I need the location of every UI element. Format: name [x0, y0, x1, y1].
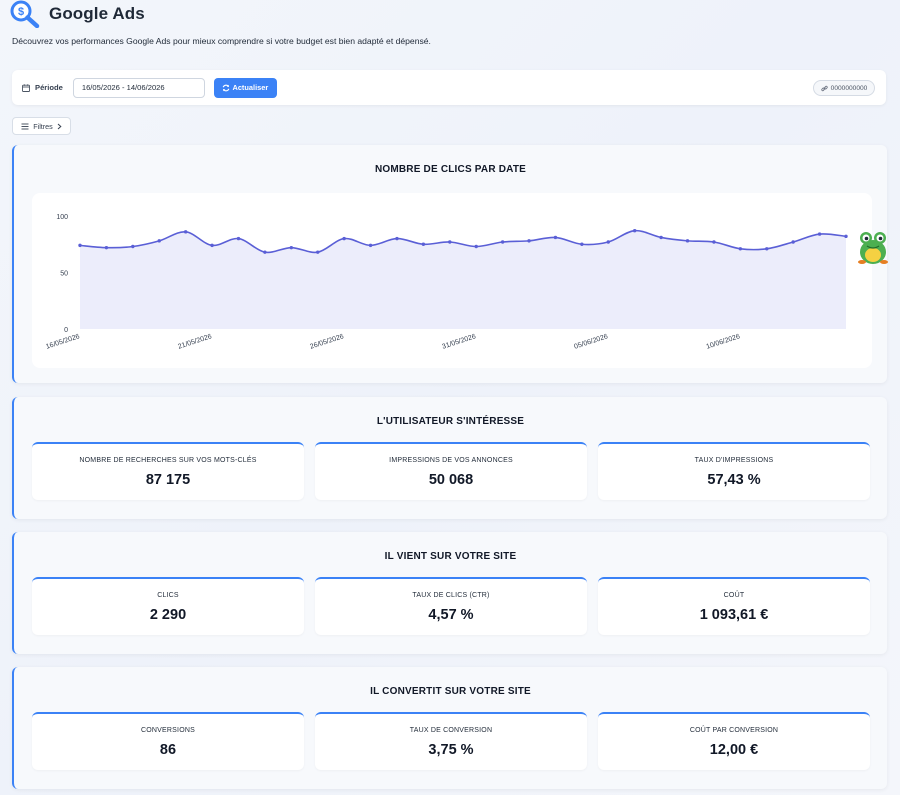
google-ads-search-dollar-icon: $: [10, 0, 40, 28]
chart-point[interactable]: [263, 250, 267, 254]
kpi-card-cost-per-conversion: COÛT PAR CONVERSION 12,00 €: [598, 712, 870, 770]
kpi-label: COÛT PAR CONVERSION: [689, 727, 779, 734]
convert-section: IL CONVERTIT SUR VOTRE SITE CONVERSIONS …: [12, 667, 887, 789]
chart-point[interactable]: [183, 230, 188, 234]
chart-point[interactable]: [78, 243, 82, 248]
chart-point[interactable]: [474, 244, 478, 249]
chart-area-fill: [80, 230, 846, 329]
chart-point[interactable]: [553, 235, 558, 240]
kpi-card-impression-rate: TAUX D'IMPRESSIONS 57,43 %: [598, 442, 870, 500]
chart-point[interactable]: [342, 236, 346, 241]
kpi-value: 86: [159, 742, 177, 758]
visit-section: IL VIENT SUR VOTRE SITE CLICS 2 290 TAUX…: [12, 532, 887, 654]
kpi-card-clicks: CLICS 2 290: [32, 577, 304, 635]
kpi-value: 1 093,61 €: [699, 607, 769, 623]
chart-point[interactable]: [659, 235, 663, 240]
kpi-value: 50 068: [428, 472, 474, 488]
chart-series-line: [79, 229, 847, 254]
kpi-value: 3,75 %: [428, 742, 474, 758]
page-title: Google Ads: [49, 4, 145, 23]
chart-point[interactable]: [104, 245, 109, 250]
kpi-value: 4,57 %: [428, 607, 474, 623]
refresh-button[interactable]: Actualiser: [213, 77, 277, 98]
chart-card: 0 50 100 16/05/2026 21/05/2026 26/05/2026 31/0…: [32, 193, 872, 368]
chart-point[interactable]: [712, 240, 716, 244]
chart-point[interactable]: [236, 236, 241, 241]
frog-mascot-icon[interactable]: [856, 228, 890, 266]
account-id-badge[interactable]: 0000000000: [813, 80, 875, 96]
date-range-input[interactable]: 16/05/2026 - 14/06/2026: [72, 77, 205, 98]
chevron-right-icon: [57, 123, 62, 129]
filters-button[interactable]: Filtres: [12, 117, 71, 135]
interest-title: L'UTILISATEUR S'INTÉRESSE: [376, 416, 525, 427]
refresh-icon: [223, 84, 230, 91]
chart-title: NOMBRE DE CLICS PAR DATE: [374, 164, 527, 175]
kpi-label: CLICS: [157, 592, 179, 599]
kpi-label: TAUX DE CLICS (CTR): [412, 592, 490, 599]
chart-point[interactable]: [844, 234, 848, 239]
filters-label: Filtres: [33, 121, 53, 131]
kpi-card-impressions: IMPRESSIONS DE VOS ANNONCES 50 068: [315, 442, 587, 500]
kpi-label: NOMBRE DE RECHERCHES SUR VOS MOTS-CLÉS: [79, 457, 257, 464]
x-tick-label: 21/05/2026: [177, 333, 213, 351]
filter-lines-icon: [21, 123, 29, 129]
visit-title: IL VIENT SUR VOTRE SITE: [384, 551, 517, 562]
link-icon: [821, 85, 828, 91]
kpi-value: 87 175: [145, 472, 191, 488]
chart-point[interactable]: [580, 242, 584, 246]
period-label-text: Période: [35, 83, 63, 92]
account-id-text: 0000000000: [830, 84, 868, 92]
x-tick-label: 31/05/2026: [441, 333, 477, 351]
x-tick-label: 26/05/2026: [309, 333, 345, 351]
chart-point[interactable]: [316, 250, 320, 254]
chart-point[interactable]: [421, 242, 426, 246]
x-tick-label: 05/06/2026: [573, 333, 609, 351]
chart-point[interactable]: [131, 244, 135, 249]
kpi-value: 12,00 €: [709, 742, 759, 758]
chart-point[interactable]: [632, 228, 637, 233]
kpi-label: TAUX DE CONVERSION: [409, 727, 493, 734]
chart-point[interactable]: [210, 243, 214, 248]
chart-point[interactable]: [289, 245, 294, 250]
chart-point[interactable]: [791, 240, 795, 244]
y-tick-label: 0: [64, 327, 68, 334]
chart-point[interactable]: [685, 239, 690, 243]
y-tick-label: 100: [56, 214, 68, 221]
x-tick-label: 16/05/2026: [45, 333, 81, 351]
chart-point[interactable]: [527, 239, 531, 243]
kpi-card-conversions: CONVERSIONS 86: [32, 712, 304, 770]
interest-section: L'UTILISATEUR S'INTÉRESSE NOMBRE DE RECH…: [12, 397, 887, 519]
kpi-value: 2 290: [149, 607, 187, 623]
kpi-label: IMPRESSIONS DE VOS ANNONCES: [389, 457, 513, 464]
chart-point[interactable]: [765, 247, 769, 251]
chart-point[interactable]: [606, 240, 610, 244]
kpi-card-cost: COÛT 1 093,61 €: [598, 577, 870, 635]
kpi-label: TAUX D'IMPRESSIONS: [694, 457, 774, 464]
period-toolbar: Période 16/05/2026 - 14/06/2026 Actualis…: [12, 70, 886, 105]
chart-point[interactable]: [157, 239, 161, 243]
kpi-value: 57,43 %: [707, 472, 761, 488]
chart-point[interactable]: [738, 247, 743, 251]
svg-text:$: $: [18, 6, 24, 18]
chart-point[interactable]: [448, 240, 452, 244]
chart-point[interactable]: [395, 236, 399, 241]
chart-point[interactable]: [817, 232, 822, 236]
clicks-line-chart: 0 50 100 16/05/2026 21/05/2026 26/05/2026 31/0…: [45, 214, 848, 351]
clicks-chart-section: NOMBRE DE CLICS PAR DATE 0 50 100 16/05/202…: [12, 145, 887, 383]
refresh-button-label: Actualiser: [232, 83, 269, 92]
convert-title: IL CONVERTIT SUR VOTRE SITE: [370, 686, 531, 697]
kpi-label: CONVERSIONS: [141, 727, 195, 734]
x-tick-label: 10/06/2026: [705, 333, 741, 351]
period-label: Période: [22, 83, 63, 92]
kpi-card-ctr: TAUX DE CLICS (CTR) 4,57 %: [315, 577, 587, 635]
kpi-label: COÛT: [723, 592, 745, 599]
y-tick-label: 50: [60, 271, 68, 278]
calendar-icon: [22, 83, 30, 92]
page-subtitle: Découvrez vos performances Google Ads po…: [12, 36, 431, 46]
kpi-card-conversion-rate: TAUX DE CONVERSION 3,75 %: [315, 712, 587, 770]
kpi-card-searches: NOMBRE DE RECHERCHES SUR VOS MOTS-CLÉS 8…: [32, 442, 304, 500]
chart-point[interactable]: [368, 243, 373, 248]
chart-point[interactable]: [500, 240, 505, 244]
app-header: $ Google Ads: [10, 0, 145, 28]
